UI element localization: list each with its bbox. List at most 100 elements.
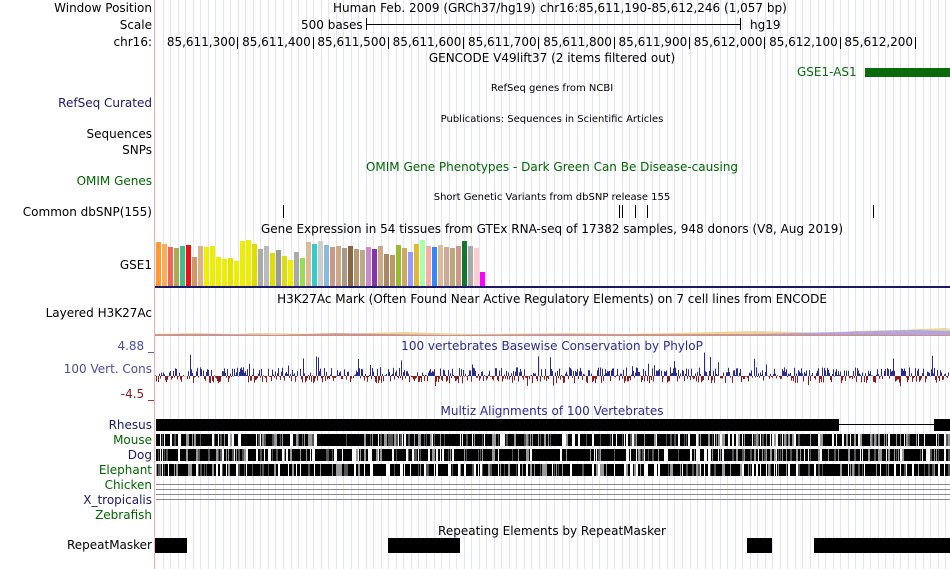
repeat-element[interactable] — [388, 538, 460, 553]
multiz-gap-line — [839, 424, 934, 425]
gtex-tissue-bar[interactable] — [402, 248, 407, 286]
gtex-tissue-bar[interactable] — [306, 242, 311, 286]
gtex-tissue-bar[interactable] — [336, 245, 341, 286]
gtex-tissue-bar[interactable] — [204, 247, 209, 286]
gtex-tissue-bar[interactable] — [384, 253, 389, 286]
species-rhesus-label[interactable]: Rhesus — [108, 418, 152, 432]
gtex-tissue-bar[interactable] — [324, 244, 329, 286]
gtex-tissue-bar[interactable] — [450, 248, 455, 286]
gridline — [922, 0, 924, 569]
snps-track-label[interactable]: SNPs — [122, 143, 152, 157]
gtex-tissue-bar[interactable] — [474, 248, 479, 286]
gtex-tissue-bar[interactable] — [156, 242, 161, 286]
repeat-element[interactable] — [747, 538, 772, 553]
cons-wiggle — [155, 352, 950, 387]
gtex-tissue-bar[interactable] — [246, 240, 251, 286]
repeat-element[interactable] — [813, 538, 950, 553]
gtex-tissue-bar[interactable] — [270, 252, 275, 286]
gtex-tissue-bar[interactable] — [390, 254, 395, 286]
multiz-rhesus-block[interactable] — [156, 419, 839, 431]
gtex-tissue-bar[interactable] — [414, 243, 419, 286]
h3k27ac-track-label[interactable]: Layered H3K27Ac — [45, 306, 152, 320]
gtex-tissue-bar[interactable] — [372, 249, 377, 286]
multiz-species-row[interactable] — [156, 434, 950, 446]
gse1-track-label[interactable]: GSE1 — [119, 258, 152, 272]
dbsnp-variant[interactable] — [634, 205, 636, 218]
omim-track-label[interactable]: OMIM Genes — [76, 174, 152, 188]
gtex-tissue-bar[interactable] — [300, 258, 305, 286]
gtex-tissue-bar[interactable] — [456, 246, 461, 286]
gtex-tissue-bar[interactable] — [366, 246, 371, 286]
gtex-tissue-bar[interactable] — [342, 248, 347, 286]
gtex-tissue-bar[interactable] — [288, 260, 293, 286]
gtex-tissue-bar[interactable] — [192, 257, 197, 286]
multiz-species-row[interactable] — [156, 464, 950, 476]
species-xtropicalis-label[interactable]: X_tropicalis — [83, 493, 152, 507]
multiz-rhesus-block[interactable] — [934, 419, 950, 431]
sequences-track-label[interactable]: Sequences — [86, 127, 152, 141]
dbsnp-variant[interactable] — [282, 205, 284, 218]
gtex-tissue-bar[interactable] — [252, 243, 257, 286]
gencode-gene-feature[interactable] — [865, 68, 950, 77]
gridline — [779, 0, 781, 569]
gtex-tissue-bar[interactable] — [444, 246, 449, 286]
gtex-tissue-bar[interactable] — [396, 244, 401, 286]
cons-track-label[interactable]: 100 Vert. Cons — [63, 362, 152, 376]
coordinate-tick — [914, 37, 916, 49]
gtex-tissue-bar[interactable] — [330, 246, 335, 286]
gtex-tissue-bar[interactable] — [216, 257, 221, 286]
gtex-tissue-bar[interactable] — [378, 245, 383, 286]
gtex-tissue-bar[interactable] — [162, 243, 167, 286]
gtex-tissue-bar[interactable] — [240, 240, 245, 286]
species-mouse-label[interactable]: Mouse — [113, 433, 152, 447]
dbsnp-variant[interactable] — [618, 205, 620, 218]
gtex-tissue-bar[interactable] — [180, 245, 185, 286]
gencode-gene-label[interactable]: GSE1-AS1 — [797, 65, 857, 79]
dbsnp-variant[interactable] — [646, 205, 648, 218]
repeatmasker-track-label[interactable]: RepeatMasker — [66, 538, 152, 552]
refseq-track-label[interactable]: RefSeq Curated — [58, 96, 152, 110]
gridline — [681, 0, 683, 569]
gtex-tissue-bar[interactable] — [186, 244, 191, 286]
gtex-tissue-bar[interactable] — [408, 251, 413, 286]
gtex-tissue-bar[interactable] — [228, 258, 233, 286]
coordinate-tick — [764, 37, 766, 49]
gridline — [561, 0, 563, 569]
gtex-tissue-bar[interactable] — [210, 246, 215, 286]
gtex-tissue-bar[interactable] — [174, 248, 179, 286]
dbsnp-track-label[interactable]: Common dbSNP(155) — [22, 205, 152, 219]
repeat-element[interactable] — [155, 538, 187, 553]
gtex-tissue-bar[interactable] — [348, 246, 353, 286]
gtex-tissue-bar[interactable] — [222, 259, 227, 286]
species-zebrafish-label[interactable]: Zebrafish — [95, 508, 152, 522]
gridline — [275, 0, 277, 569]
gtex-tissue-bar[interactable] — [318, 241, 323, 286]
gtex-tissue-bar[interactable] — [294, 251, 299, 286]
cons-max-label: 4.88 _ — [117, 339, 154, 353]
gtex-tissue-bar[interactable] — [480, 272, 485, 286]
gtex-tissue-bar[interactable] — [264, 245, 269, 286]
species-chicken-label[interactable]: Chicken — [104, 478, 152, 492]
gtex-tissue-bar[interactable] — [462, 241, 467, 286]
gtex-tissue-bar[interactable] — [420, 240, 425, 286]
dbsnp-variant[interactable] — [873, 205, 875, 218]
gtex-tissue-bar[interactable] — [354, 249, 359, 286]
gtex-tissue-bar[interactable] — [234, 260, 239, 286]
gtex-tissue-bar[interactable] — [468, 245, 473, 286]
gtex-tissue-bar[interactable] — [426, 245, 431, 286]
gencode-track-title: GENCODE V49lift37 (2 items filtered out) — [428, 51, 676, 65]
multiz-species-row[interactable] — [156, 449, 950, 461]
gtex-tissue-bar[interactable] — [360, 250, 365, 286]
gtex-tissue-bar[interactable] — [312, 243, 317, 286]
gtex-tissue-bar[interactable] — [438, 244, 443, 286]
gtex-tissue-bar[interactable] — [282, 256, 287, 286]
gtex-tissue-bar[interactable] — [258, 249, 263, 286]
gridline — [704, 0, 706, 569]
gtex-tissue-bar[interactable] — [198, 245, 203, 286]
species-elephant-label[interactable]: Elephant — [98, 463, 152, 477]
gtex-tissue-bar[interactable] — [432, 247, 437, 286]
gtex-tissue-bar[interactable] — [276, 250, 281, 286]
species-dog-label[interactable]: Dog — [127, 448, 152, 462]
gtex-tissue-bar[interactable] — [168, 246, 173, 286]
dbsnp-variant[interactable] — [621, 205, 623, 218]
